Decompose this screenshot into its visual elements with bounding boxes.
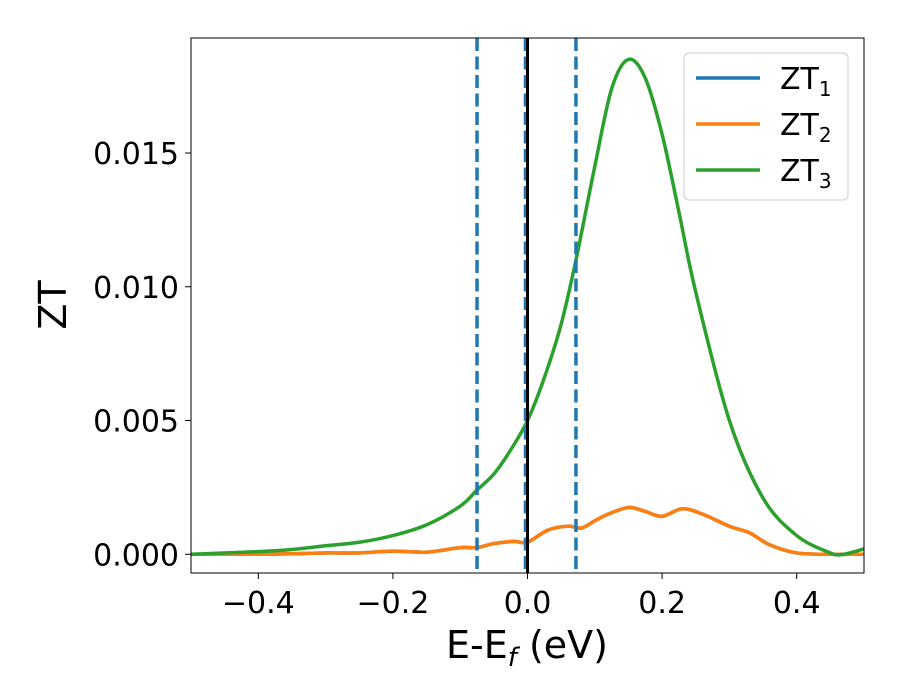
y-tick-label: 0.005 (93, 405, 179, 440)
y-tick-label: 0.015 (93, 137, 179, 172)
legend-label-zt2: ZT2 (780, 108, 832, 147)
x-tick-label: −0.2 (356, 586, 429, 621)
x-axis-label: E-Ef (eV) (446, 623, 608, 673)
y-tick-label: 0.000 (93, 538, 179, 573)
legend: ZT1 ZT2 ZT3 (683, 52, 849, 201)
legend-label-zt3: ZT3 (780, 154, 832, 193)
y-axis: 0.000 0.005 0.010 0.015 (93, 137, 191, 573)
x-tick-label: 0.0 (504, 586, 552, 621)
legend-box (683, 52, 849, 201)
x-tick-label: 0.4 (773, 586, 821, 621)
series-line-zt2 (191, 505, 864, 557)
y-axis-label: ZT (31, 280, 75, 330)
plot-area (191, 38, 864, 573)
x-tick-label: −0.4 (222, 586, 295, 621)
x-tick-label: 0.2 (638, 586, 686, 621)
y-tick-label: 0.010 (93, 271, 179, 306)
x-axis: −0.4 −0.2 0.0 0.2 0.4 (222, 573, 821, 621)
legend-label-zt1: ZT1 (780, 62, 832, 101)
